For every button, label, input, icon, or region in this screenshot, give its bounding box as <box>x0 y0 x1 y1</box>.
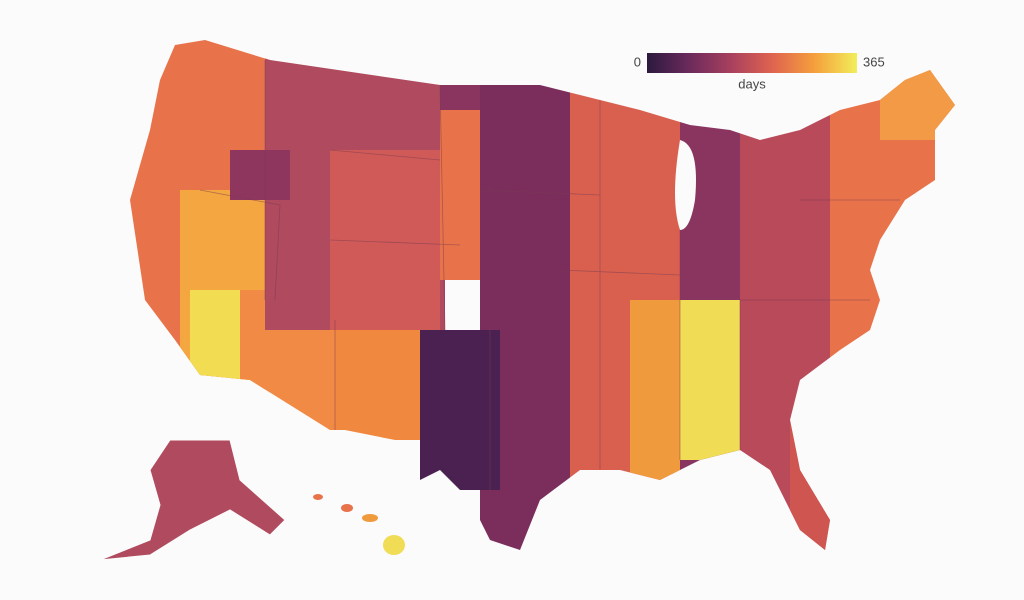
colorbar-tick-label: 0 <box>634 54 641 69</box>
colorbar <box>647 53 857 73</box>
colorbar-tick-label: 365 <box>863 54 885 69</box>
contiguous-us <box>130 40 955 550</box>
lake-michigan <box>675 140 696 230</box>
hawaii <box>313 494 405 555</box>
colorbar-label: days <box>738 76 766 91</box>
alaska <box>99 439 286 561</box>
